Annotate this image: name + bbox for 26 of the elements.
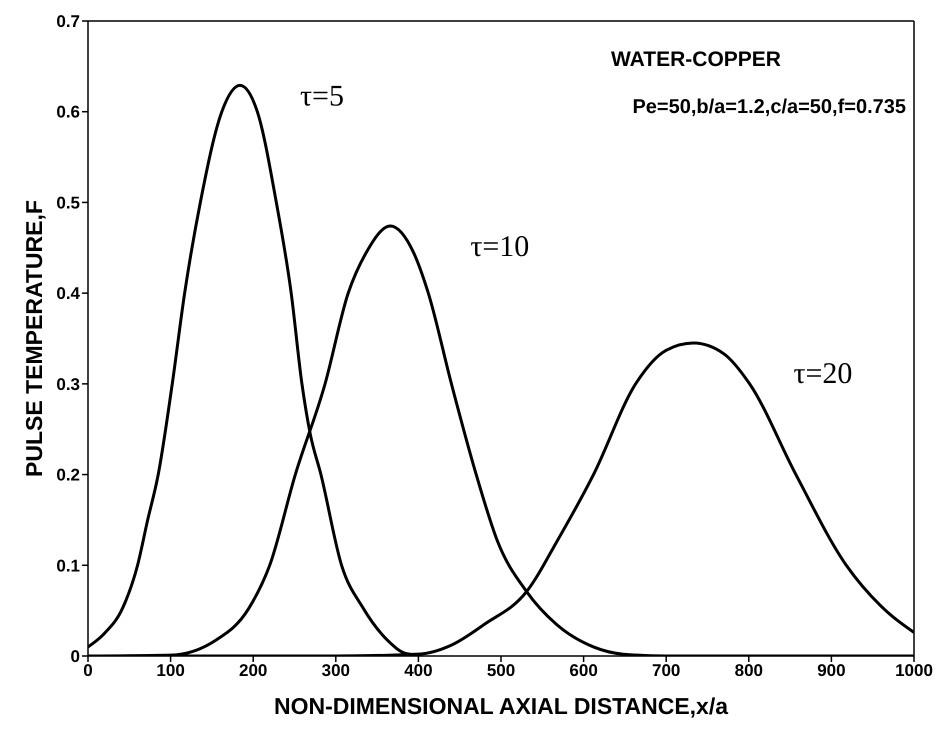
x-tick-label: 700: [652, 661, 680, 680]
x-tick-label: 400: [404, 661, 433, 680]
annotation: WATER-COPPER: [610, 48, 782, 72]
x-tick-label: 200: [239, 661, 268, 680]
series-label: τ=10: [470, 230, 530, 264]
y-tick-label: 0.7: [56, 12, 80, 32]
x-tick-label: 600: [569, 661, 598, 680]
y-tick-label: 0.5: [56, 193, 80, 212]
y-tick-label: 0.4: [56, 284, 81, 304]
y-tick-label: 0: [70, 647, 80, 666]
y-tick-label: 0.6: [56, 102, 80, 122]
x-tick-label: 800: [734, 661, 763, 680]
x-tick-label: 1000: [895, 661, 933, 680]
x-tick-label: 300: [322, 661, 350, 680]
y-tick-label: 0.1: [56, 556, 80, 576]
series-label: τ=20: [793, 357, 852, 390]
x-axis-title: NON-DIMENSIONAL AXIAL DISTANCE,x/a: [274, 693, 728, 719]
y-tick-label: 0.2: [56, 466, 80, 485]
y-axis-title: PULSE TEMPERATURE,F: [21, 200, 48, 477]
y-tick-label: 0.3: [56, 374, 80, 394]
x-tick-label: 900: [817, 661, 846, 680]
series-label: τ=5: [300, 79, 344, 112]
annotation: Pe=50,b/a=1.2,c/a=50,f=0.735: [631, 96, 906, 119]
x-tick-label: 0: [83, 661, 93, 680]
x-tick-label: 500: [486, 661, 516, 680]
x-tick-label: 100: [156, 661, 185, 680]
